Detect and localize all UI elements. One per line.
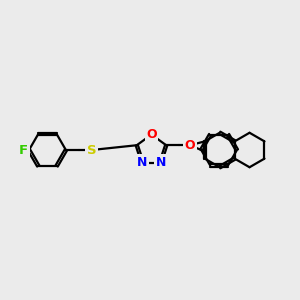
Text: N: N bbox=[155, 156, 166, 169]
Text: F: F bbox=[19, 143, 28, 157]
Text: O: O bbox=[146, 128, 157, 141]
Text: N: N bbox=[137, 156, 148, 169]
Text: O: O bbox=[185, 139, 195, 152]
Text: S: S bbox=[87, 143, 97, 157]
